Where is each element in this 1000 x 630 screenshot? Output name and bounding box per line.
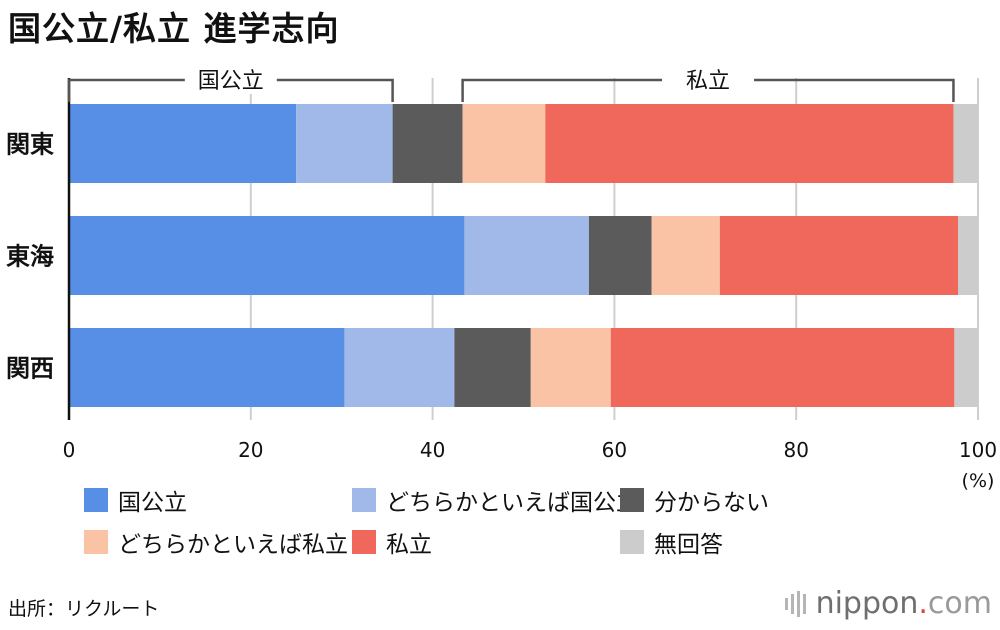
legend-swatch [352, 530, 376, 554]
category-label: 東海 [6, 243, 54, 271]
legend-label: 国公立 [118, 490, 187, 516]
logo-bars-icon [784, 590, 806, 617]
brand-name: nippon [815, 586, 919, 621]
bar-segment [954, 328, 978, 407]
bar-segment [651, 216, 720, 295]
legend-item-no-answer: 無回答 [620, 528, 920, 558]
bar-segment [958, 216, 978, 295]
x-tick-label: 20 [238, 438, 263, 462]
bar-segment [464, 216, 589, 295]
bracket-label-bg [184, 66, 277, 94]
x-unit-label: (%) [962, 470, 995, 492]
legend-label: 無回答 [654, 532, 723, 558]
bar-segment [69, 216, 465, 295]
category-label: 関東 [6, 131, 54, 159]
x-tick-label: 40 [420, 438, 445, 462]
legend-item-kokkoritsu: 国公立 [84, 486, 352, 516]
chart-title: 国公立/私立 進学志向 [8, 9, 340, 48]
bar-segment [719, 216, 959, 295]
bar-segment [69, 328, 345, 407]
bar-segment [392, 104, 463, 183]
legend-item-unknown: 分からない [620, 486, 920, 516]
source-note: 出所：リクルート [8, 598, 160, 620]
x-tick-label: 0 [63, 438, 76, 462]
x-tick-label: 100 [959, 438, 997, 462]
legend-label: 私立 [386, 532, 432, 558]
legend-item-rather-shiritsu: どちらかといえば私立 [84, 528, 352, 558]
legend-swatch [352, 488, 376, 512]
legend-swatch [620, 488, 644, 512]
bar-segment [610, 328, 955, 407]
legend-swatch [620, 530, 644, 554]
legend-swatch [84, 530, 108, 554]
bar-segment [588, 216, 652, 295]
legend-label: どちらかといえば国公立 [386, 490, 639, 516]
brand-suffix: com [927, 586, 992, 621]
chart-legend: 国公立 どちらかといえば国公立 分からない どちらかといえば私立 私立 無回答 [84, 486, 920, 558]
bar-segment [953, 104, 978, 183]
legend-label: 分からない [654, 490, 769, 516]
legend-label: どちらかといえば私立 [118, 532, 348, 558]
bracket-label: 国公立 [198, 69, 264, 94]
legend-item-rather-kokkoritsu: どちらかといえば国公立 [352, 486, 639, 516]
bar-segment [454, 328, 531, 407]
legend-item-shiritsu: 私立 [352, 528, 620, 558]
bar-segment [462, 104, 546, 183]
brand-dot: . [918, 586, 928, 621]
bracket-label: 私立 [686, 69, 730, 94]
category-label: 関西 [6, 355, 54, 383]
bar-segment [530, 328, 611, 407]
x-tick-label: 80 [783, 438, 808, 462]
legend-swatch [84, 488, 108, 512]
bar-segment [69, 104, 297, 183]
nippon-com-logo[interactable]: nippon. com [784, 586, 992, 621]
bar-segment [344, 328, 455, 407]
bar-segment [296, 104, 393, 183]
bar-segment [545, 104, 954, 183]
bracket-label-bg [662, 66, 755, 94]
x-tick-label: 60 [602, 438, 627, 462]
